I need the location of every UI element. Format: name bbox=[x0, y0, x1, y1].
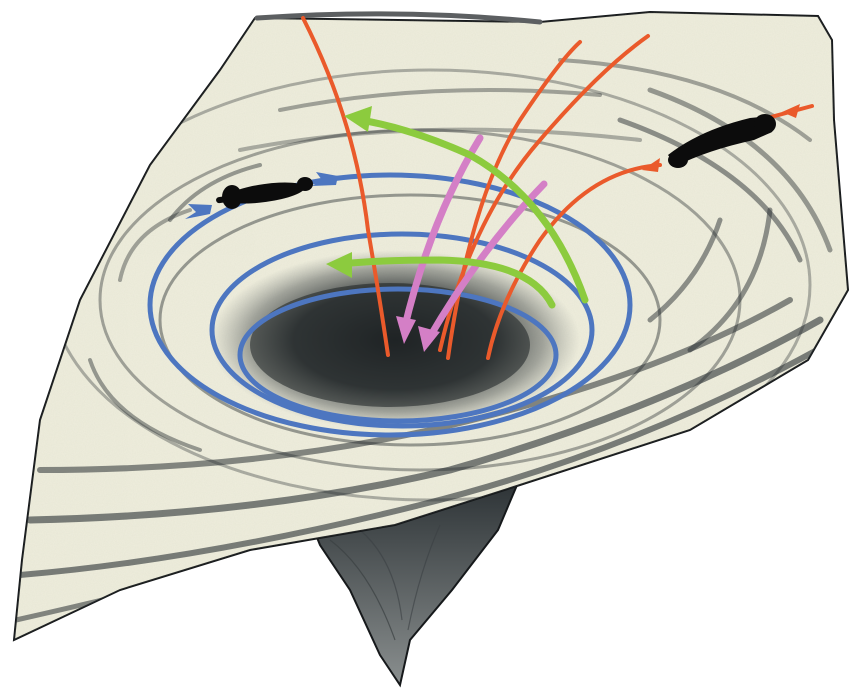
green-arrow-lower bbox=[336, 256, 556, 309]
orbit-loops bbox=[147, 172, 633, 438]
arrowhead-icon bbox=[326, 252, 352, 278]
radial-trajectory-1 bbox=[301, 16, 390, 357]
arrowhead-icon bbox=[344, 106, 372, 132]
silhouette-figure-icon bbox=[668, 114, 776, 168]
gravity-well-center bbox=[210, 250, 580, 430]
arrowhead-icon bbox=[642, 158, 660, 172]
trajectory-arrowheads bbox=[642, 104, 800, 172]
arrowhead-icon bbox=[185, 204, 212, 219]
orbit-loop-middle bbox=[209, 231, 595, 429]
arrowhead-icon bbox=[396, 316, 416, 344]
arrowhead-icon bbox=[418, 326, 440, 352]
radial-trajectory-4 bbox=[438, 34, 650, 352]
silhouette-figure-left bbox=[216, 177, 313, 209]
pencil-contours bbox=[14, 58, 838, 623]
radial-trajectories bbox=[301, 16, 814, 360]
arrowhead-icon bbox=[782, 104, 800, 118]
orbit-loop-outer bbox=[147, 172, 633, 438]
green-arrows bbox=[336, 116, 589, 309]
green-arrowheads bbox=[326, 106, 372, 278]
orbit-loop-inner bbox=[237, 286, 559, 424]
orbit-arrowheads bbox=[185, 172, 338, 219]
arrowhead-icon bbox=[312, 172, 338, 186]
radial-trajectory-3 bbox=[486, 163, 662, 360]
pink-arrowheads bbox=[396, 316, 440, 352]
green-arrow-upper bbox=[356, 116, 589, 304]
top-edge-stroke bbox=[254, 11, 543, 25]
silhouette-figure-right bbox=[668, 114, 776, 168]
silhouette-figure-icon bbox=[216, 177, 313, 209]
pink-arrow-1 bbox=[400, 134, 484, 334]
